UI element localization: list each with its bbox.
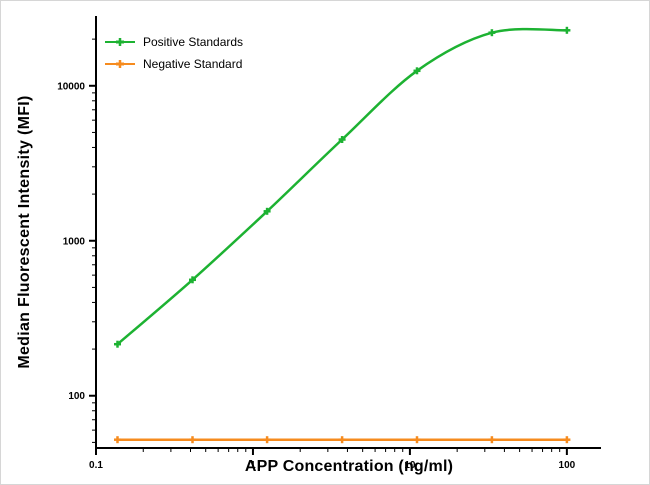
legend-label-negative: Negative Standard (143, 57, 243, 71)
x-tick-label: 100 (559, 460, 576, 471)
x-tick-label: 10 (404, 460, 416, 471)
x-axis-title: APP Concentration (ng/ml) (244, 458, 454, 475)
y-tick-label: 10000 (57, 81, 85, 92)
series-line-0 (116, 27, 569, 346)
x-tick-label: 1 (250, 460, 256, 471)
legend-item-negative-standard: Negative Standard (105, 53, 243, 75)
legend-item-positive-standards: Positive Standards (105, 31, 243, 53)
legend-swatch-negative (105, 60, 135, 68)
y-axis-title: Median Fluorescent Intensity (MFI) (16, 95, 33, 369)
legend-label-positive: Positive Standards (143, 35, 244, 49)
y-tick-label: 1000 (63, 236, 86, 247)
x-tick-label: 0.1 (89, 460, 103, 471)
legend-swatch-positive (105, 38, 135, 46)
y-tick-label: 100 (68, 391, 85, 402)
legend: Positive Standards Negative Standard (105, 31, 243, 75)
